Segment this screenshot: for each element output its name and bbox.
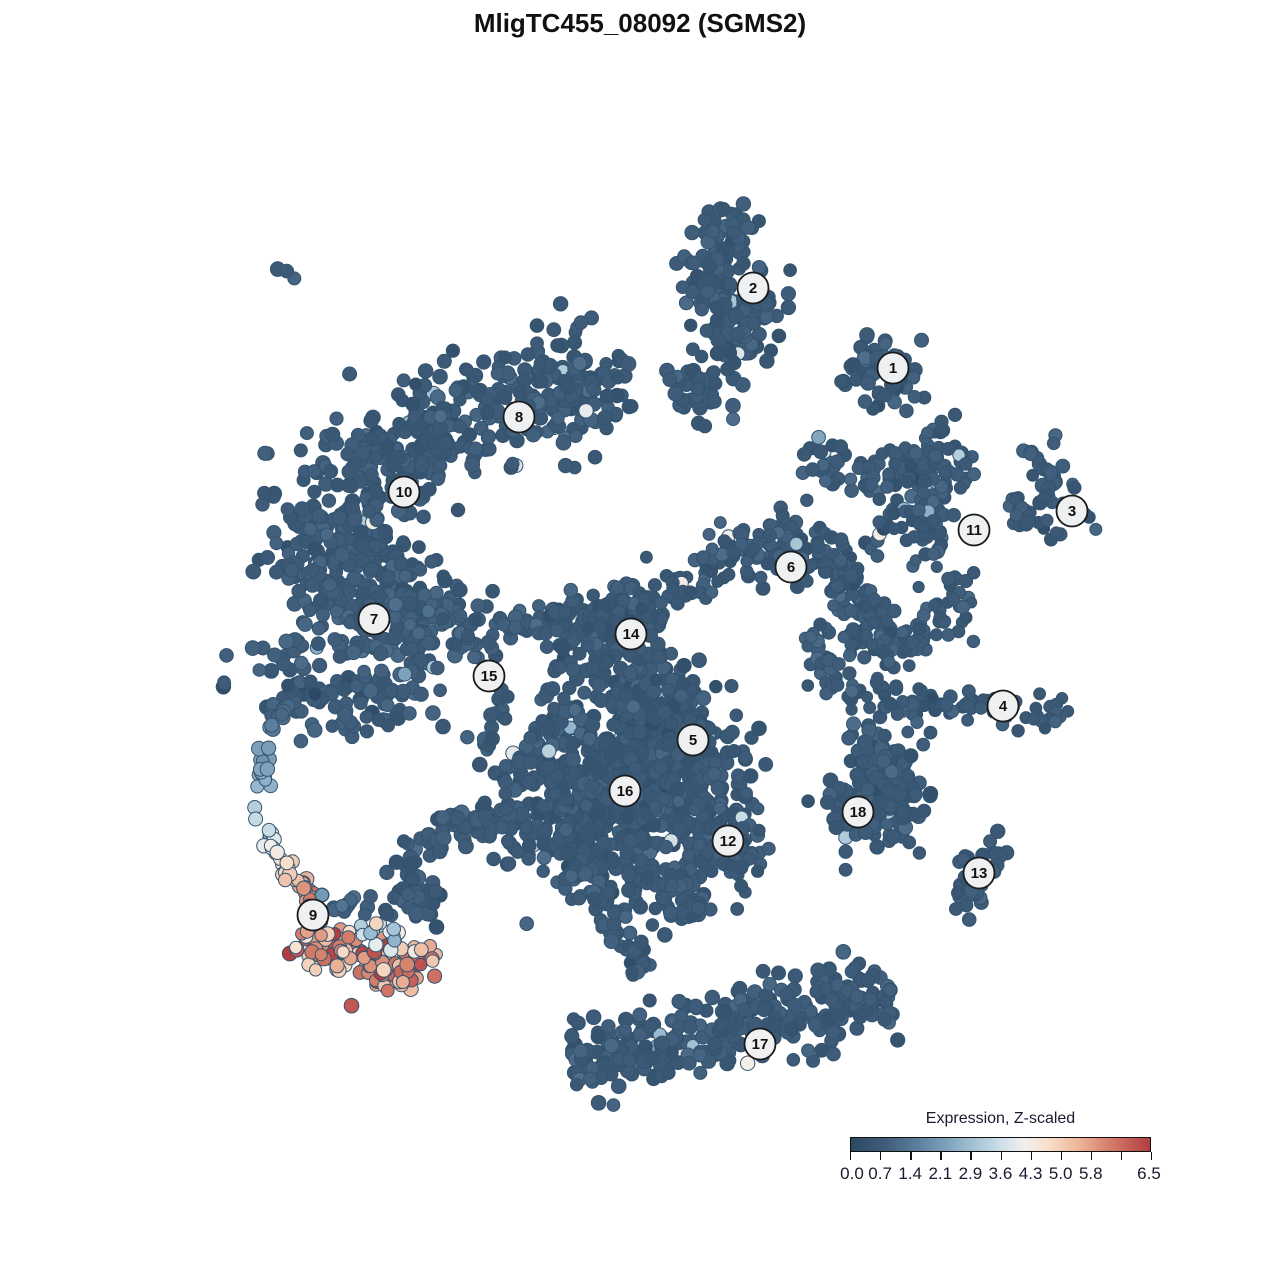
- svg-text:2: 2: [749, 280, 757, 297]
- svg-text:12: 12: [720, 833, 737, 850]
- svg-text:8: 8: [515, 409, 523, 426]
- svg-text:9: 9: [309, 907, 317, 924]
- svg-text:7: 7: [370, 611, 378, 628]
- svg-text:17: 17: [752, 1036, 769, 1053]
- svg-text:11: 11: [966, 522, 982, 539]
- svg-text:3: 3: [1068, 503, 1076, 520]
- svg-text:5: 5: [689, 732, 697, 749]
- svg-text:18: 18: [850, 804, 867, 821]
- svg-text:6: 6: [787, 559, 795, 576]
- svg-text:15: 15: [481, 668, 498, 685]
- svg-text:16: 16: [617, 783, 634, 800]
- svg-text:4: 4: [999, 698, 1008, 715]
- svg-text:1: 1: [889, 360, 897, 377]
- svg-text:13: 13: [971, 865, 988, 882]
- svg-text:14: 14: [623, 626, 640, 643]
- svg-text:10: 10: [396, 484, 413, 501]
